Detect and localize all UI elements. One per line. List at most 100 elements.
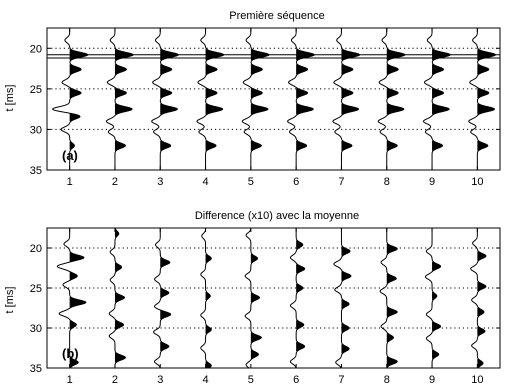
panel-b-trace-10-lobe <box>477 359 484 368</box>
panel-a-trace-6-lobe <box>296 49 315 61</box>
panel-a-axes-frame <box>46 27 501 171</box>
panel-a-trace-7-lobe <box>341 103 359 115</box>
panel-a-trace-7-lobe <box>341 64 353 75</box>
panel-a-plot: 1 2 3 4 5 6 7 8 9 10 20 25 30 35 <box>30 27 501 188</box>
panel-a-trace-9-lobe <box>432 140 443 151</box>
panel-b-xtick-label: 10 <box>471 374 483 386</box>
panel-a-trace-9-lobe <box>432 103 450 115</box>
panel-b-trace-1-lobe <box>69 297 86 308</box>
panel-a-ylabel: t [ms] <box>4 85 16 112</box>
panel-b-trace-10 <box>470 228 487 369</box>
panel-b-trace-3-lobe <box>160 288 169 298</box>
panel-a-trace-3-lobe <box>160 64 172 75</box>
panel-a-trace-4 <box>196 28 225 170</box>
panel-b-trace-4-lobe <box>205 361 212 368</box>
panel-b-trace-7-lobe <box>341 344 350 354</box>
panel-a-trace-4-lobe <box>205 64 217 75</box>
panel-a-trace-1 <box>52 28 89 170</box>
panel-a-xtick-label: 6 <box>293 176 299 188</box>
panel-b-ytick-label: 25 <box>30 283 42 295</box>
panel-b-trace-2-lobe <box>114 352 126 363</box>
panel-b-trace-5-lobe <box>250 293 260 303</box>
panel-a-trace-8-lobe <box>386 103 404 115</box>
panel-b-trace-5-lobe <box>250 349 259 359</box>
panel-a-trace-5-lobe <box>250 64 263 75</box>
panel-b-trace-6-lobe <box>296 240 303 250</box>
panel-a-title: Première séquence <box>229 10 324 22</box>
panel-b-ytick-label: 30 <box>30 323 42 335</box>
panel-b-trace-10-lobe <box>477 281 486 291</box>
panel-a-trace-10 <box>468 28 496 170</box>
panel-a-ytick-label: 25 <box>30 84 42 96</box>
panel-a-trace-2-lobe <box>114 49 134 61</box>
panel-a-trace-4-lobe <box>205 88 217 98</box>
panel-a-ytick-label: 20 <box>30 43 42 55</box>
panel-a-xtick-label: 3 <box>157 176 163 188</box>
panel-b-trace-9-lobe <box>432 350 439 359</box>
panel-b-trace-2-lobe <box>114 262 122 272</box>
panel-a-ytick-label: 30 <box>30 124 42 136</box>
panel-b-trace-10-lobe <box>477 307 485 317</box>
panel-b-trace-10-lobe <box>477 326 485 336</box>
panel-a-trace-6-lobe <box>296 88 308 98</box>
panel-b-trace-4-lobe <box>205 292 211 300</box>
panel-a-trace-5-lobe <box>250 88 263 98</box>
panel-b-trace-7-lobe <box>341 323 350 333</box>
panel-a-trace-3-lobe <box>160 88 172 98</box>
panel-b-trace-3-lobe <box>160 257 170 268</box>
panel-a-trace-10-lobe <box>477 64 489 75</box>
panel-a-trace-2 <box>105 28 134 170</box>
panel-b-trace-9-lobe <box>432 292 437 300</box>
panel-b-trace-2 <box>108 227 126 368</box>
panel-a-trace-7-lobe <box>341 49 360 61</box>
panel-a-trace-8-lobe <box>386 140 398 151</box>
panel-b-trace-9-lobe <box>432 261 441 271</box>
panel-b-xtick-label: 7 <box>338 374 344 386</box>
panel-b-xtick-label: 1 <box>67 374 73 386</box>
panel-b-trace-6-lobe <box>296 341 305 351</box>
panel-b-trace-7-lobe <box>341 271 351 281</box>
panel-b-ytick-label: 20 <box>30 243 42 255</box>
panel-a-xtick-label: 7 <box>338 176 344 188</box>
panel-a-trace-5 <box>241 28 270 170</box>
panel-a-trace-9 <box>422 28 451 170</box>
panel-a-trace-3 <box>151 28 179 170</box>
panel-b-trace-4-lobe <box>205 325 212 334</box>
panel-a-trace-1-lobe <box>69 141 75 150</box>
panel-a-ytick-label: 35 <box>30 165 42 177</box>
panel-a-trace-6 <box>287 28 315 170</box>
panel-b-title: Difference (x10) avec la moyenne <box>195 210 359 222</box>
panel-b-trace-8-lobe <box>386 243 398 254</box>
panel-b-label: (b) <box>62 346 79 361</box>
panel-a-trace-1-lobe <box>69 113 80 122</box>
panel-b-trace-2-lobe <box>114 320 124 330</box>
panel-b-trace-1 <box>56 228 87 369</box>
panel-b-xtick-label: 3 <box>157 374 163 386</box>
panel-a-xtick-label: 8 <box>384 176 390 188</box>
panel-a-trace-7-lobe <box>341 140 352 151</box>
panel-a-xtick-label: 1 <box>67 176 73 188</box>
panel-a-trace-6-lobe <box>296 64 308 75</box>
panel-a-trace-8-lobe <box>386 49 405 61</box>
panel-a-trace-8-lobe <box>386 64 399 75</box>
panel-b-trace-5-lobe <box>250 332 262 343</box>
panel-b-trace-10-lobe <box>477 251 486 261</box>
panel-b-trace-6 <box>289 228 306 369</box>
panel-b-trace-8-lobe <box>386 333 394 342</box>
panel-a-trace-10-lobe <box>477 140 488 151</box>
panel-a-trace-4-lobe <box>205 49 224 61</box>
panel-a-trace-5-lobe <box>250 140 262 151</box>
panel-b-trace-9 <box>424 228 442 368</box>
panel-b-axes-frame <box>46 227 501 369</box>
panel-b-trace-9-lobe <box>432 321 441 331</box>
panel-a-trace-8 <box>377 28 406 170</box>
panel-b-trace-8-lobe <box>386 273 397 284</box>
panel-a-trace-3-lobe <box>160 103 178 115</box>
panel-b-plot: 1 2 3 4 5 6 7 8 9 10 20 25 30 35 <box>30 227 501 386</box>
panel-a-trace-10-lobe <box>477 49 496 61</box>
panel-a-xtick-label: 4 <box>202 176 208 188</box>
panel-a-xtick-label: 9 <box>429 176 435 188</box>
panel-b-trace-5 <box>244 227 262 369</box>
panel-b-xtick-label: 9 <box>429 374 435 386</box>
